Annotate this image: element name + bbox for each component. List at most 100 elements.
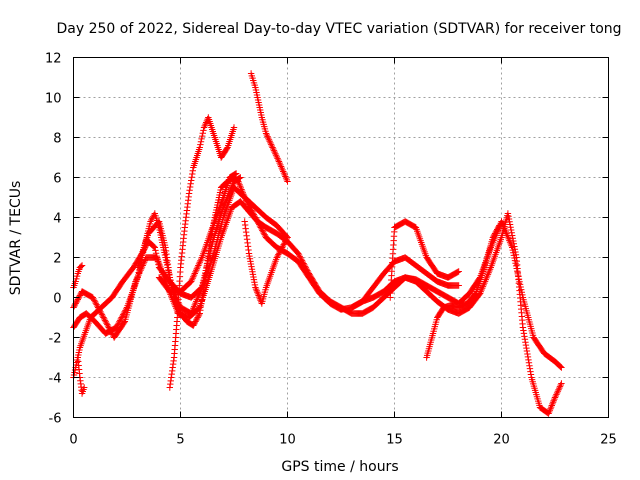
data-point bbox=[521, 336, 529, 343]
data-point bbox=[236, 181, 243, 188]
data-point bbox=[237, 183, 244, 190]
data-point bbox=[103, 320, 110, 327]
data-point bbox=[98, 311, 106, 318]
data-point bbox=[81, 384, 88, 391]
data-point bbox=[102, 318, 109, 325]
series-track-8 bbox=[166, 114, 238, 391]
data-point bbox=[140, 259, 148, 266]
data-point bbox=[190, 271, 198, 279]
data-point bbox=[493, 227, 500, 235]
data-point bbox=[490, 232, 497, 240]
data-point bbox=[94, 304, 102, 311]
y-tick-label: -4 bbox=[49, 372, 62, 387]
data-point bbox=[271, 148, 278, 156]
data-point bbox=[197, 141, 204, 148]
data-point bbox=[299, 258, 306, 266]
data-point bbox=[100, 314, 107, 321]
data-point bbox=[504, 210, 512, 217]
data-point bbox=[298, 256, 305, 263]
data-point bbox=[185, 190, 193, 197]
data-point bbox=[168, 282, 175, 290]
data-point bbox=[268, 142, 276, 150]
data-point bbox=[270, 145, 277, 153]
series-track-3 bbox=[70, 198, 565, 417]
data-point bbox=[91, 297, 98, 304]
data-point bbox=[556, 362, 564, 370]
x-tick-label: 10 bbox=[279, 433, 296, 448]
series-group bbox=[70, 70, 565, 417]
data-point bbox=[491, 230, 499, 237]
data-point bbox=[150, 242, 157, 250]
data-point bbox=[556, 383, 564, 390]
data-point bbox=[546, 408, 553, 416]
y-tick-label: 10 bbox=[45, 92, 62, 107]
data-point bbox=[505, 213, 512, 220]
data-point bbox=[455, 268, 462, 275]
data-point bbox=[166, 274, 173, 281]
data-point bbox=[235, 179, 243, 187]
data-point bbox=[73, 275, 80, 283]
data-point bbox=[471, 291, 479, 298]
data-point bbox=[97, 308, 104, 315]
data-point bbox=[239, 189, 246, 196]
data-point bbox=[120, 310, 128, 317]
data-point bbox=[138, 265, 145, 272]
data-point bbox=[304, 267, 311, 274]
data-point bbox=[253, 287, 260, 294]
data-point bbox=[196, 310, 203, 317]
data-point bbox=[300, 260, 307, 267]
data-point bbox=[301, 263, 309, 270]
data-point bbox=[524, 353, 532, 361]
y-tick-label: 4 bbox=[53, 212, 61, 227]
data-point bbox=[73, 297, 81, 305]
chart-title: Day 250 of 2022, Sidereal Day-to-day VTE… bbox=[56, 21, 621, 37]
data-point bbox=[304, 268, 312, 276]
data-point bbox=[77, 263, 85, 270]
data-point bbox=[303, 266, 310, 273]
data-point bbox=[190, 273, 197, 280]
x-tick-label: 15 bbox=[386, 433, 403, 448]
data-point bbox=[104, 322, 112, 330]
series-track-11 bbox=[387, 218, 462, 301]
data-point bbox=[509, 235, 516, 242]
data-point bbox=[551, 394, 559, 401]
data-point bbox=[238, 187, 246, 195]
data-point bbox=[275, 156, 282, 164]
data-point bbox=[547, 403, 555, 411]
data-point bbox=[554, 388, 562, 395]
data-point bbox=[197, 303, 205, 311]
x-axis-label: GPS time / hours bbox=[281, 459, 398, 475]
data-point bbox=[270, 147, 278, 154]
data-point bbox=[152, 247, 159, 254]
data-point bbox=[199, 294, 206, 301]
data-point bbox=[101, 315, 108, 323]
y-tick-label: 2 bbox=[53, 252, 61, 267]
data-point bbox=[116, 318, 123, 325]
data-point bbox=[135, 271, 142, 279]
data-point bbox=[553, 389, 561, 397]
data-point bbox=[519, 324, 527, 331]
data-point bbox=[96, 307, 103, 314]
data-point bbox=[151, 244, 159, 251]
data-point bbox=[525, 356, 532, 364]
data-point bbox=[267, 139, 274, 147]
data-point bbox=[549, 399, 557, 406]
data-point bbox=[301, 261, 308, 269]
data-point bbox=[188, 276, 196, 284]
data-point bbox=[275, 250, 283, 257]
data-point bbox=[197, 255, 205, 263]
data-point bbox=[71, 301, 79, 309]
data-point bbox=[133, 276, 140, 284]
data-point bbox=[525, 359, 533, 366]
data-point bbox=[254, 290, 262, 298]
data-point bbox=[296, 253, 303, 260]
data-point bbox=[523, 344, 530, 352]
data-point bbox=[194, 263, 201, 271]
data-point bbox=[107, 328, 115, 335]
data-point bbox=[278, 244, 286, 251]
y-axis-label: SDTVAR / TECUs bbox=[8, 181, 24, 296]
data-point bbox=[200, 127, 207, 134]
data-point bbox=[551, 395, 558, 403]
data-point bbox=[259, 228, 267, 235]
